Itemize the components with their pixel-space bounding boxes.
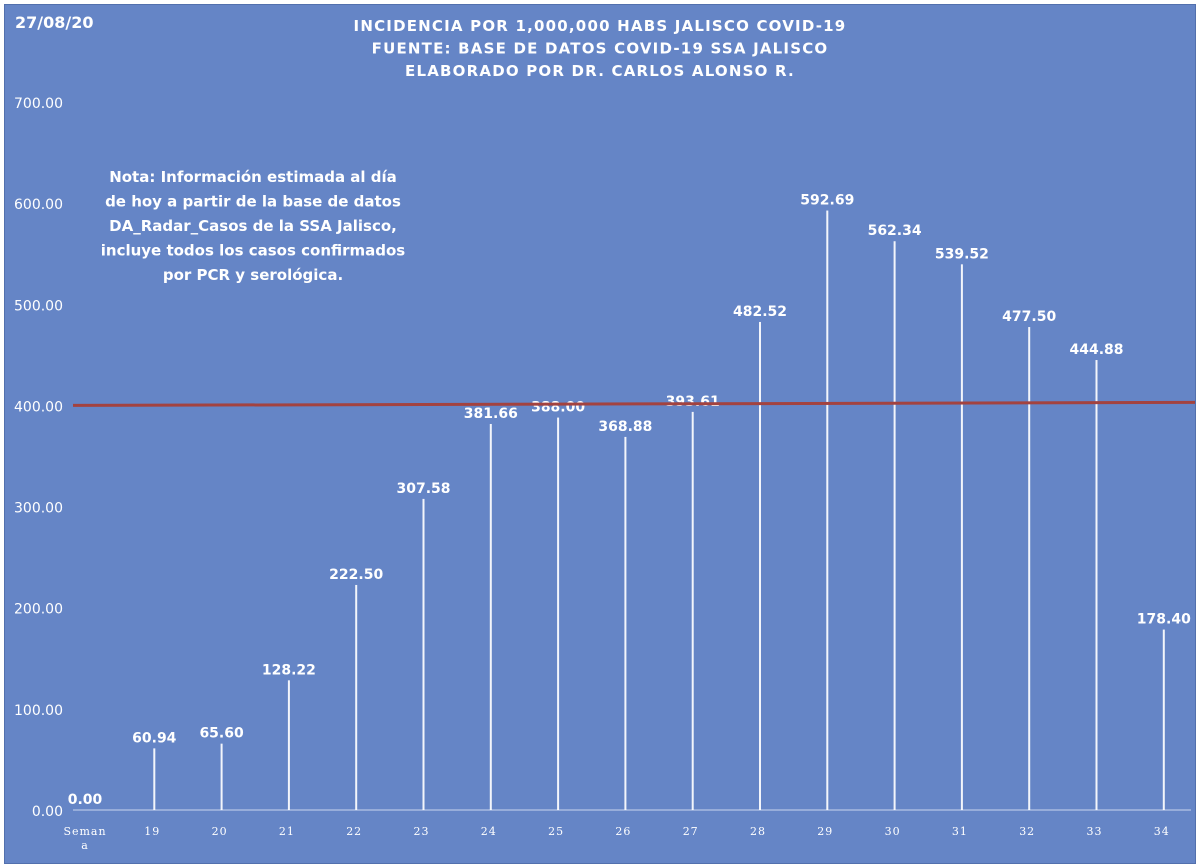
y-tick-label: 0.00 xyxy=(32,804,63,820)
data-label: 444.88 xyxy=(1069,342,1123,358)
x-tick-label: 31 xyxy=(952,825,968,838)
y-tick-label: 300.00 xyxy=(14,501,63,517)
reference-line xyxy=(72,400,1195,407)
y-tick-label: 100.00 xyxy=(14,703,63,719)
data-label: 307.58 xyxy=(396,481,450,497)
data-label: 128.22 xyxy=(262,662,316,678)
data-label: 477.50 xyxy=(1002,309,1056,325)
title-line-2: FUENTE: BASE DE DATOS COVID-19 SSA JALIS… xyxy=(372,40,829,58)
bar xyxy=(422,498,425,810)
bar xyxy=(691,411,694,810)
note-line-5: por PCR y serológica. xyxy=(163,266,343,284)
bar xyxy=(1095,360,1098,810)
bar xyxy=(489,423,492,810)
x-tick-label: 34 xyxy=(1154,825,1170,838)
incidence-chart: 27/08/20 INCIDENCIA POR 1,000,000 HABS J… xyxy=(14,13,1195,852)
x-tick-label: 30 xyxy=(885,825,901,838)
title-line-1: INCIDENCIA POR 1,000,000 HABS JALISCO CO… xyxy=(354,17,847,35)
y-tick-label: 500.00 xyxy=(14,298,63,314)
x-tick-label: 24 xyxy=(481,825,497,838)
chart-bars xyxy=(153,210,1165,811)
x-tick-label: 26 xyxy=(615,825,631,838)
data-label: 60.94 xyxy=(132,730,177,746)
x-tick-label: Seman a xyxy=(63,825,106,852)
bar xyxy=(1162,629,1165,810)
bar xyxy=(960,264,963,810)
data-label: 65.60 xyxy=(199,726,244,742)
x-tick-label: 32 xyxy=(1019,825,1035,838)
data-label: 178.40 xyxy=(1137,612,1191,628)
x-tick-label: 23 xyxy=(414,825,430,838)
note-line-1: Nota: Información estimada al día xyxy=(109,168,397,186)
x-tick-label: 33 xyxy=(1087,825,1103,838)
data-label: 368.88 xyxy=(598,419,652,435)
x-tick-label: 20 xyxy=(212,825,228,838)
data-label: 381.66 xyxy=(464,406,518,422)
y-tick-label: 400.00 xyxy=(14,399,63,415)
chart-data-labels: 0.00 60.94 65.60 128.22 222.50 307.58 381.66 38… xyxy=(68,193,1191,808)
x-tick-label: 29 xyxy=(817,825,833,838)
y-tick-label: 200.00 xyxy=(14,602,63,618)
data-label: 592.69 xyxy=(800,193,854,209)
title-line-3: ELABORADO POR DR. CARLOS ALONSO R. xyxy=(405,62,795,80)
chart-frame: 27/08/20 INCIDENCIA POR 1,000,000 HABS J… xyxy=(4,4,1196,864)
y-tick-label: 600.00 xyxy=(14,197,63,213)
x-tick-label: 25 xyxy=(548,825,564,838)
note-line-2: de hoy a partir de la base de datos xyxy=(105,193,401,211)
bar xyxy=(220,743,223,810)
data-label: 388.00 xyxy=(531,400,585,416)
bar xyxy=(1028,327,1031,810)
data-label: 0.00 xyxy=(68,792,103,808)
data-label: 393.61 xyxy=(666,394,720,410)
date-label: 27/08/20 xyxy=(15,13,93,32)
chart-axes: 0.00100.00200.00300.00400.00500.00600.00… xyxy=(14,96,1191,852)
bar xyxy=(287,680,290,810)
bar xyxy=(893,241,896,810)
bar xyxy=(759,321,761,810)
bar xyxy=(826,210,829,811)
bar xyxy=(624,436,627,810)
reference-line-400 xyxy=(72,400,1195,407)
note-line-3: DA_Radar_Casos de la SSA Jalisco, xyxy=(109,217,397,235)
bar xyxy=(355,584,358,810)
x-tick-label: 21 xyxy=(279,825,295,838)
data-label: 562.34 xyxy=(868,223,922,239)
x-tick-label: 28 xyxy=(750,825,766,838)
x-tick-label: 19 xyxy=(144,825,160,838)
x-tick-label: 22 xyxy=(346,825,362,838)
data-label: 482.52 xyxy=(733,304,787,320)
chart-note: Nota: Información estimada al día de hoy … xyxy=(101,168,406,284)
bar xyxy=(557,417,560,810)
note-line-4: incluye todos los casos confirmados xyxy=(101,242,406,260)
bar xyxy=(153,748,156,810)
data-label: 222.50 xyxy=(329,567,383,583)
chart-title: INCIDENCIA POR 1,000,000 HABS JALISCO CO… xyxy=(354,17,847,80)
data-label: 539.52 xyxy=(935,246,989,262)
x-tick-label: 27 xyxy=(683,825,699,838)
y-tick-label: 700.00 xyxy=(14,96,63,112)
